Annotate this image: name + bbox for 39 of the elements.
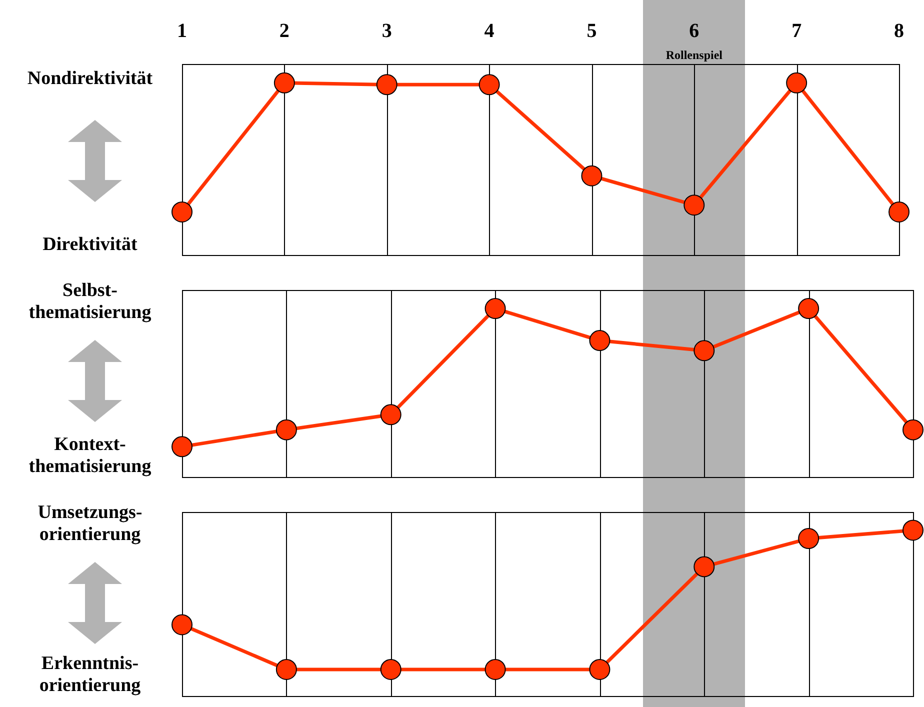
point <box>902 520 924 541</box>
point <box>274 72 295 94</box>
point <box>786 72 808 94</box>
point <box>276 658 297 680</box>
text: Direktivität <box>42 234 138 256</box>
x-tick-label: 3 <box>382 20 392 42</box>
point <box>798 528 820 550</box>
point <box>694 340 715 362</box>
x-tick-label: 7 <box>792 20 802 42</box>
point <box>276 419 297 440</box>
point <box>888 201 910 222</box>
point <box>172 201 192 222</box>
point <box>376 74 398 96</box>
point <box>684 194 705 216</box>
x-tick-label: 6 <box>689 20 700 42</box>
text: Selbst- thematisierung <box>28 280 152 324</box>
x-tick-label: 5 <box>586 20 597 42</box>
text: Umsetzungs- orientierung <box>36 502 144 546</box>
point <box>902 419 924 440</box>
point <box>380 658 402 680</box>
x-tick-label: 2 <box>279 20 290 42</box>
point <box>589 330 610 352</box>
point <box>484 658 506 680</box>
point <box>581 165 602 186</box>
point <box>694 556 715 578</box>
text: Nondirektivität <box>26 68 154 90</box>
point <box>484 298 506 320</box>
x-tick-label: 4 <box>484 20 494 42</box>
text: Kontext- thematisierung <box>28 434 152 478</box>
point <box>172 436 192 458</box>
x-tick-label: 1 <box>177 20 187 42</box>
point <box>589 658 610 680</box>
point <box>798 298 820 320</box>
point <box>172 614 192 636</box>
band-label: Rollenspiel <box>666 48 724 62</box>
point <box>478 74 500 96</box>
text: Erkenntnis- orientierung <box>38 653 142 697</box>
x-tick-label: 8 <box>894 20 904 42</box>
point <box>380 404 402 426</box>
